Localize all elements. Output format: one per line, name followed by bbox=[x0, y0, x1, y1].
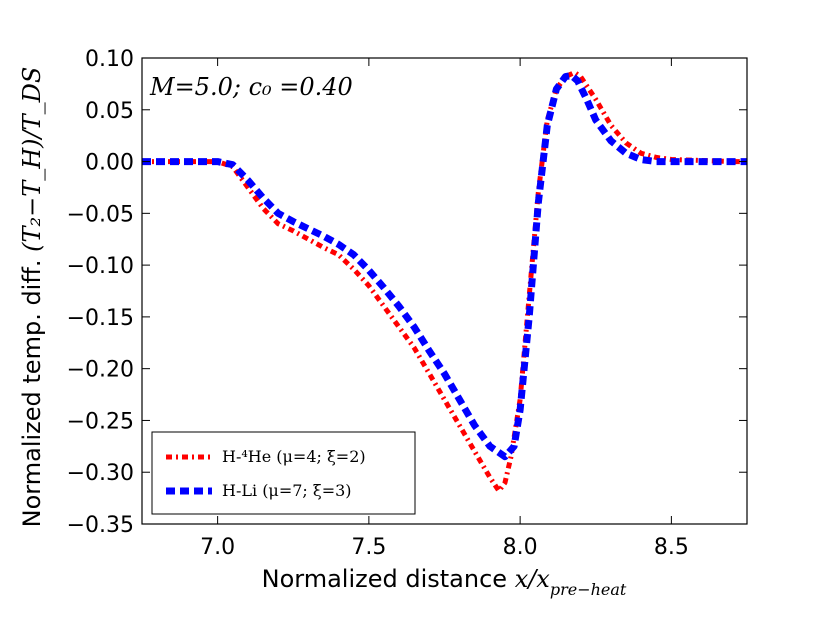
x-axis-label-math: x/x bbox=[515, 565, 551, 593]
y-axis-label-text: Normalized temp. diff. bbox=[18, 252, 46, 527]
y-tick-label: −0.30 bbox=[67, 461, 134, 486]
y-tick-label: −0.25 bbox=[67, 409, 134, 434]
x-tick-label: 7.0 bbox=[200, 535, 235, 560]
y-tick-label: 0.10 bbox=[85, 47, 134, 72]
x-axis-label-text: Normalized distance bbox=[262, 565, 515, 593]
x-tick-label: 8.5 bbox=[654, 535, 689, 560]
series-line-1 bbox=[142, 72, 747, 461]
x-tick-label: 7.5 bbox=[351, 535, 386, 560]
legend-label-series-1: H-Li (μ=7; ξ=3) bbox=[222, 481, 352, 500]
legend-label-series-0: H-⁴He (μ=4; ξ=2) bbox=[222, 447, 366, 466]
legend: H-⁴He (μ=4; ξ=2) H-Li (μ=7; ξ=3) bbox=[151, 431, 416, 515]
y-axis-label-math: (T₂−T_H)/T_DS bbox=[18, 67, 46, 252]
x-tick-label: 8.0 bbox=[503, 535, 538, 560]
y-tick-label: −0.15 bbox=[67, 306, 134, 331]
series-line-0 bbox=[142, 70, 747, 494]
x-axis-label-sub: pre−heat bbox=[550, 580, 627, 599]
annotation-params: M=5.0; c₀ =0.40 bbox=[149, 73, 353, 101]
ticks-layer: 7.0 7.5 8.0 8.5 0.10 0.05 0.00 −0.05 −0.10 −0.15 −… bbox=[67, 47, 747, 560]
y-tick-label: −0.20 bbox=[67, 358, 134, 383]
y-axis-label: Normalized temp. diff. (T₂−T_H)/T_DS bbox=[18, 67, 46, 528]
plot-frame bbox=[141, 57, 748, 525]
series-layer bbox=[142, 70, 747, 494]
y-tick-label: −0.05 bbox=[67, 202, 134, 227]
y-tick-label: 0.00 bbox=[85, 151, 134, 176]
y-tick-label: −0.10 bbox=[67, 254, 134, 279]
legend-box bbox=[151, 431, 416, 515]
x-axis-label: Normalized distance x/xpre−heat bbox=[262, 565, 627, 599]
y-tick-label: 0.05 bbox=[85, 99, 134, 124]
y-tick-label: −0.35 bbox=[67, 513, 134, 538]
